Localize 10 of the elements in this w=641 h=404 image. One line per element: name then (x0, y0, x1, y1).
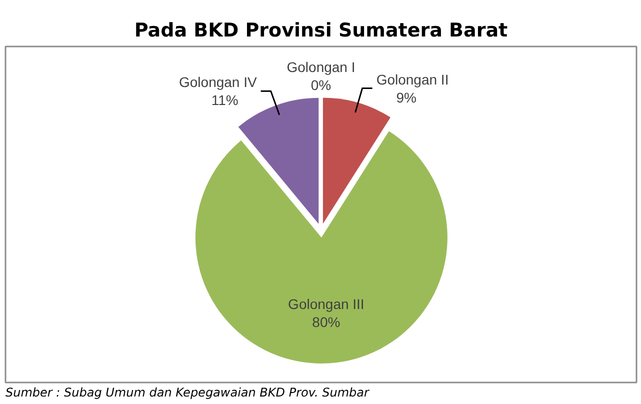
data-label: 9% (396, 89, 416, 106)
chart-title: Pada BKD Provinsi Sumatera Barat (134, 20, 508, 42)
text: Sumber : Subag Umum dan Kepegawaian BKD Prov. Sumbar (6, 386, 370, 400)
slice-label: Golongan III (288, 296, 364, 312)
slice-label: Golongan II (376, 71, 449, 88)
data-label: 11% (211, 92, 238, 108)
category-label: Golongan I (286, 59, 356, 76)
text: 0% (310, 77, 332, 94)
data-label: 80% (312, 314, 340, 330)
slice-label: Golongan IV (178, 74, 258, 90)
